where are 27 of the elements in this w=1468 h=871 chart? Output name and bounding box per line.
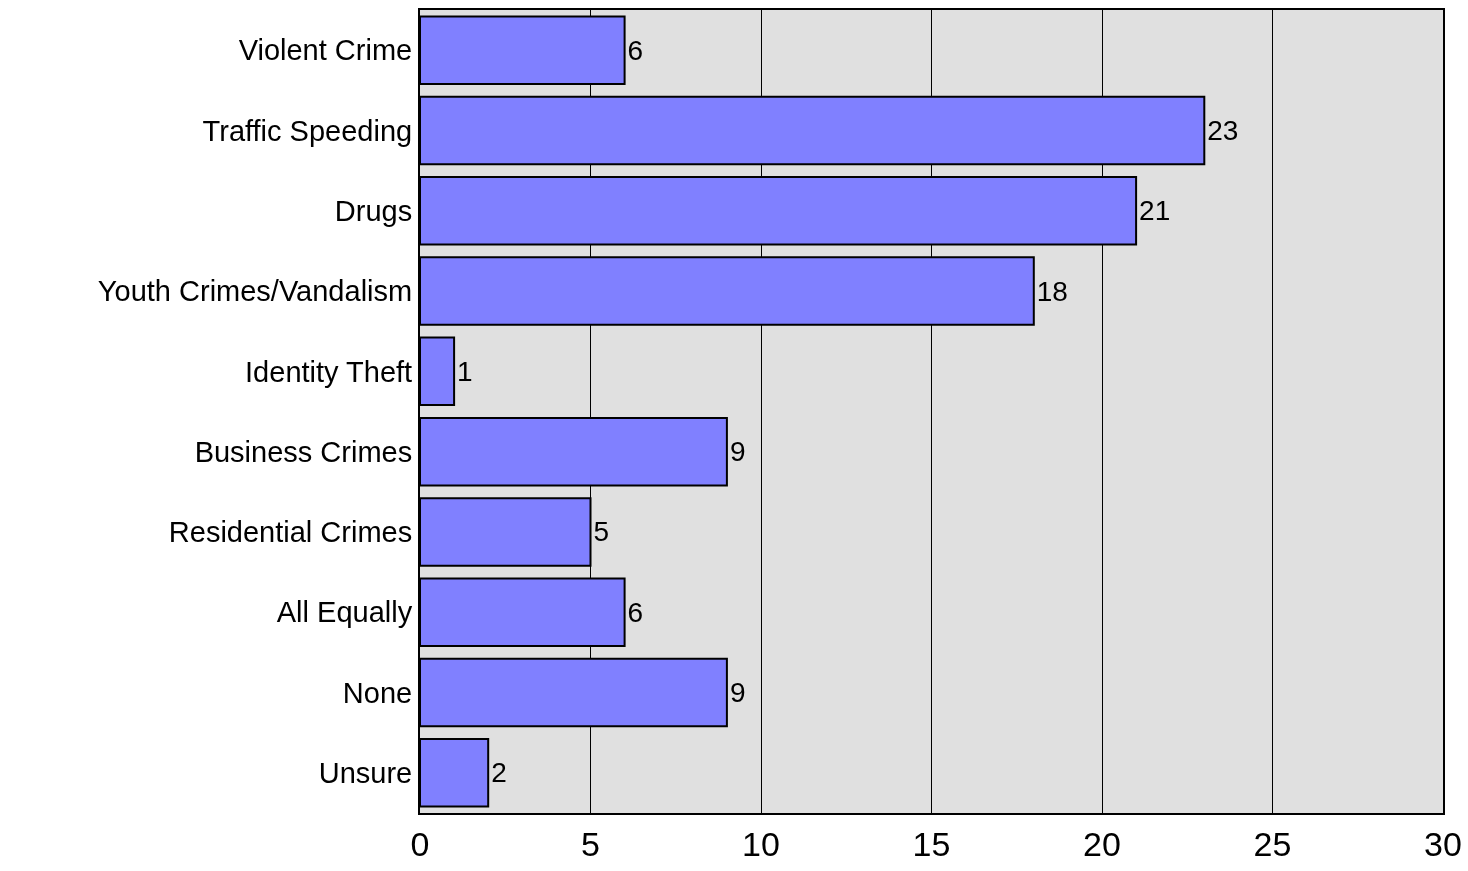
y-tick-label: Residential Crimes [168, 516, 413, 549]
data-label: 6 [627, 596, 644, 628]
data-label: 9 [729, 677, 746, 709]
data-label: 1 [457, 355, 473, 387]
data-label: 6 [627, 34, 644, 66]
data-label: 5 [593, 516, 610, 548]
y-tick-label: Identity Theft [245, 355, 413, 388]
y-tick-label: None [342, 676, 413, 709]
x-tick-label: 30 [1424, 824, 1462, 863]
y-tick-label: Business Crimes [194, 435, 413, 468]
y-tick-label: Unsure [318, 757, 413, 789]
data-label: 23 [1207, 114, 1239, 146]
y-tick-label: Drugs [334, 194, 413, 227]
x-tick-label: 25 [1253, 824, 1292, 863]
x-tick-label: 20 [1083, 824, 1121, 863]
data-label: 21 [1139, 195, 1171, 227]
y-tick-label: Youth Crimes/Vandalism [97, 275, 413, 308]
y-tick-label: All Equally [276, 596, 413, 629]
data-label: 2 [491, 757, 507, 789]
x-tick-label: 10 [742, 824, 780, 863]
y-tick-label: Violent Crime [238, 34, 413, 67]
x-tick-label: 15 [912, 824, 951, 863]
data-label: 9 [729, 436, 746, 468]
x-tick-label: 5 [581, 824, 600, 863]
data-label: 18 [1036, 275, 1068, 307]
x-tick-label: 0 [410, 824, 430, 863]
y-tick-label: Traffic Speeding [202, 114, 413, 147]
